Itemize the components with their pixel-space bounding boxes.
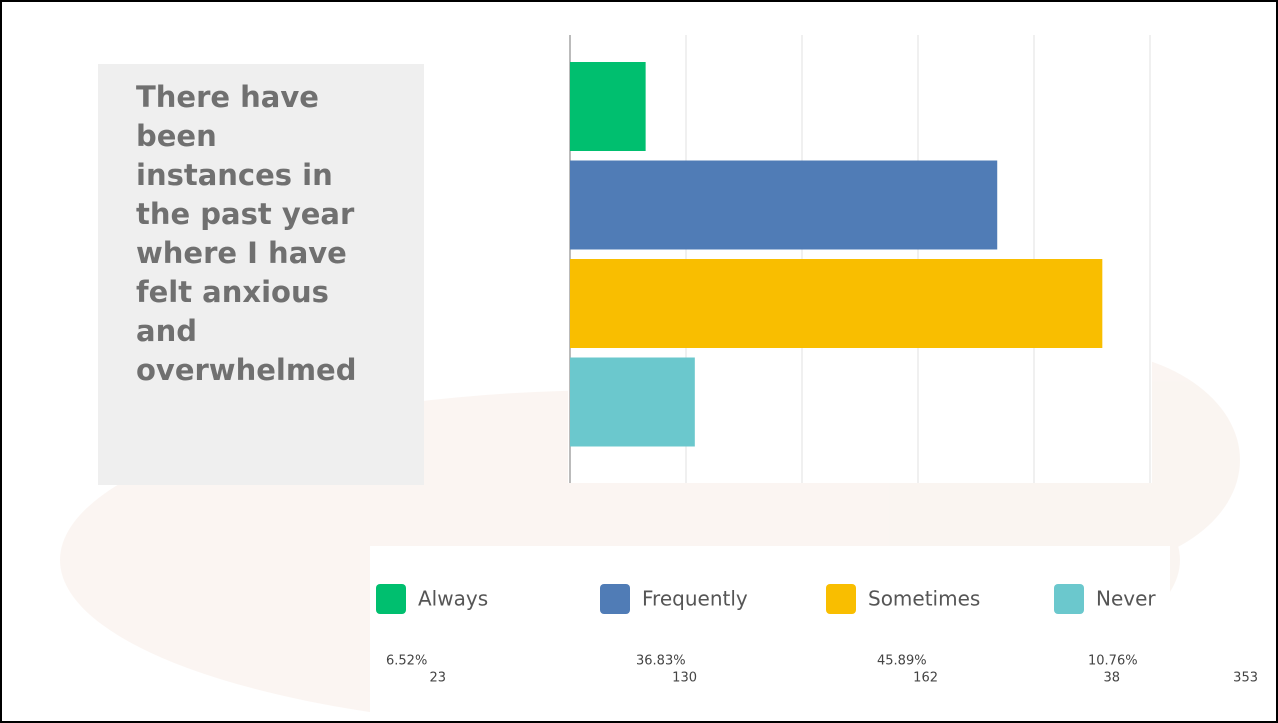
percent-label: 45.89% [877,654,927,669]
count-label: 23 [429,671,446,686]
bar [570,62,646,151]
legend-label: Always [418,587,488,611]
legend-swatch [1054,584,1084,614]
question: There have been instances in the past ye… [98,64,424,485]
bar [570,357,695,447]
percent-label: 6.52% [386,654,427,669]
legend-panel [370,546,1170,640]
legend-label: Sometimes [868,587,980,611]
stats-panel [370,640,1276,723]
legend-swatch [376,584,406,614]
legend-label: Never [1096,587,1156,611]
legend-swatch [600,584,630,614]
percent-label: 10.76% [1088,654,1138,669]
legend-swatch [826,584,856,614]
percent-label: 36.83% [636,654,686,669]
legend-label: Frequently [642,587,748,611]
count-label: 130 [672,671,697,686]
count-label: 38 [1103,671,1120,686]
total-label: 353 [1233,671,1258,686]
bar [570,259,1103,348]
bar [570,160,998,250]
count-label: 162 [913,671,938,686]
